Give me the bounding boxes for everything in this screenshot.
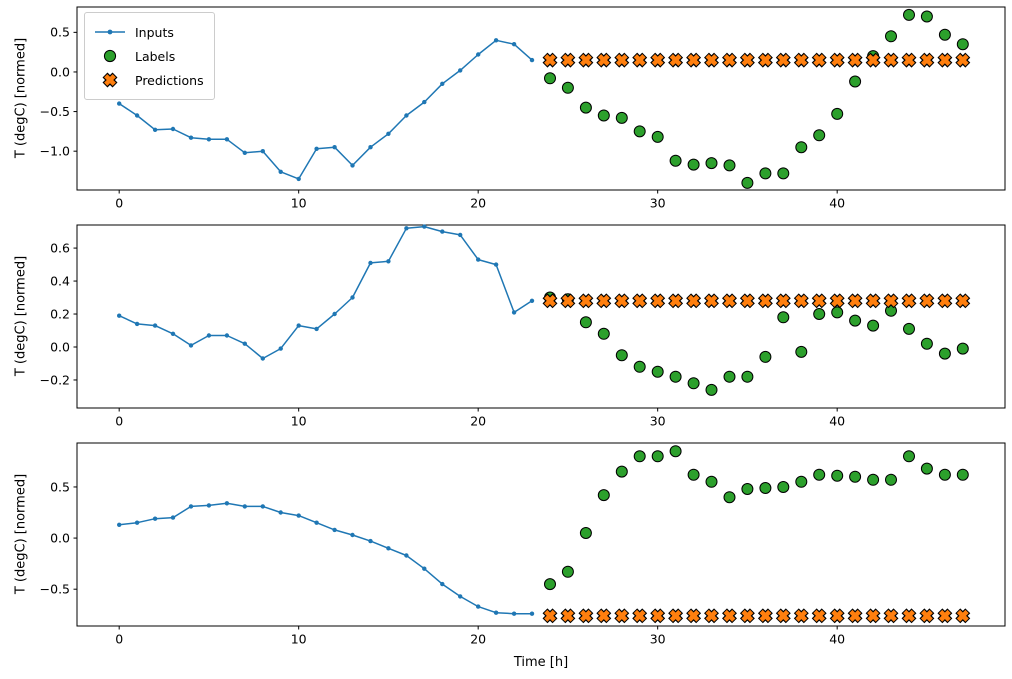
svg-text:30: 30 (650, 632, 666, 647)
svg-text:−0.2: −0.2 (40, 372, 70, 387)
svg-text:0: 0 (115, 196, 123, 211)
axis-ticks-3: 0 10 20 30 40 0.5 0.0 −0.5 (40, 479, 846, 646)
svg-text:0: 0 (115, 632, 123, 647)
svg-text:0.5: 0.5 (50, 25, 70, 40)
svg-text:−0.5: −0.5 (40, 581, 70, 596)
series-predictions (542, 52, 971, 68)
series-predictions (542, 608, 971, 624)
svg-text:40: 40 (829, 414, 845, 429)
svg-text:20: 20 (470, 632, 486, 647)
series-inputs (117, 38, 535, 182)
svg-text:40: 40 (829, 196, 845, 211)
svg-text:10: 10 (291, 414, 307, 429)
legend-label-labels: Labels (135, 48, 176, 64)
svg-text:10: 10 (291, 632, 307, 647)
svg-text:0.5: 0.5 (50, 479, 70, 494)
svg-text:0.4: 0.4 (50, 273, 70, 288)
x-axis-label: Time [h] (513, 655, 569, 670)
legend-label-inputs: Inputs (135, 24, 174, 40)
svg-text:0.0: 0.0 (50, 339, 70, 354)
svg-text:40: 40 (829, 632, 845, 647)
series-labels (544, 445, 969, 591)
subplot-1: 0 10 20 30 40 0.5 0.0 −0.5 −1.0 (40, 6, 1006, 211)
predictions-x-marker-icon (102, 72, 118, 88)
legend-label-predictions: Predictions (135, 72, 204, 88)
axis-ticks-2: 0 10 20 30 40 0.6 0.4 0.2 0.0 −0.2 (40, 240, 846, 428)
svg-text:−0.5: −0.5 (40, 104, 70, 119)
svg-text:−1.0: −1.0 (40, 143, 70, 158)
series-inputs (117, 501, 535, 616)
legend-entry-predictions: Predictions (93, 68, 204, 92)
svg-text:0.6: 0.6 (50, 240, 70, 255)
series-inputs (117, 224, 535, 361)
subplot-3: 0 10 20 30 40 0.5 0.0 −0.5 (40, 442, 1006, 647)
svg-text:30: 30 (650, 196, 666, 211)
legend-entry-inputs: Inputs (93, 20, 204, 44)
svg-text:10: 10 (291, 196, 307, 211)
axis-ticks-1: 0 10 20 30 40 0.5 0.0 −0.5 −1.0 (40, 25, 846, 211)
series-labels (544, 291, 969, 396)
svg-text:20: 20 (470, 414, 486, 429)
series-predictions (542, 293, 971, 309)
svg-text:0.0: 0.0 (50, 64, 70, 79)
y-axis-label-2: T (degC) [normed] (13, 255, 29, 377)
subplot-2: 0 10 20 30 40 0.6 0.4 0.2 0.0 −0.2 (40, 224, 1006, 429)
labels-circle-marker-icon (103, 49, 117, 63)
svg-text:0: 0 (115, 414, 123, 429)
svg-text:30: 30 (650, 414, 666, 429)
svg-text:20: 20 (470, 196, 486, 211)
legend-entry-labels: Labels (93, 44, 204, 68)
legend: Inputs Labels Predictions (84, 12, 215, 100)
y-axis-label-3: T (degC) [normed] (13, 473, 29, 595)
svg-text:0.0: 0.0 (50, 530, 70, 545)
y-axis-label-1: T (degC) [normed] (13, 37, 29, 159)
inputs-line-marker-icon (95, 29, 125, 35)
svg-text:0.2: 0.2 (50, 306, 70, 321)
